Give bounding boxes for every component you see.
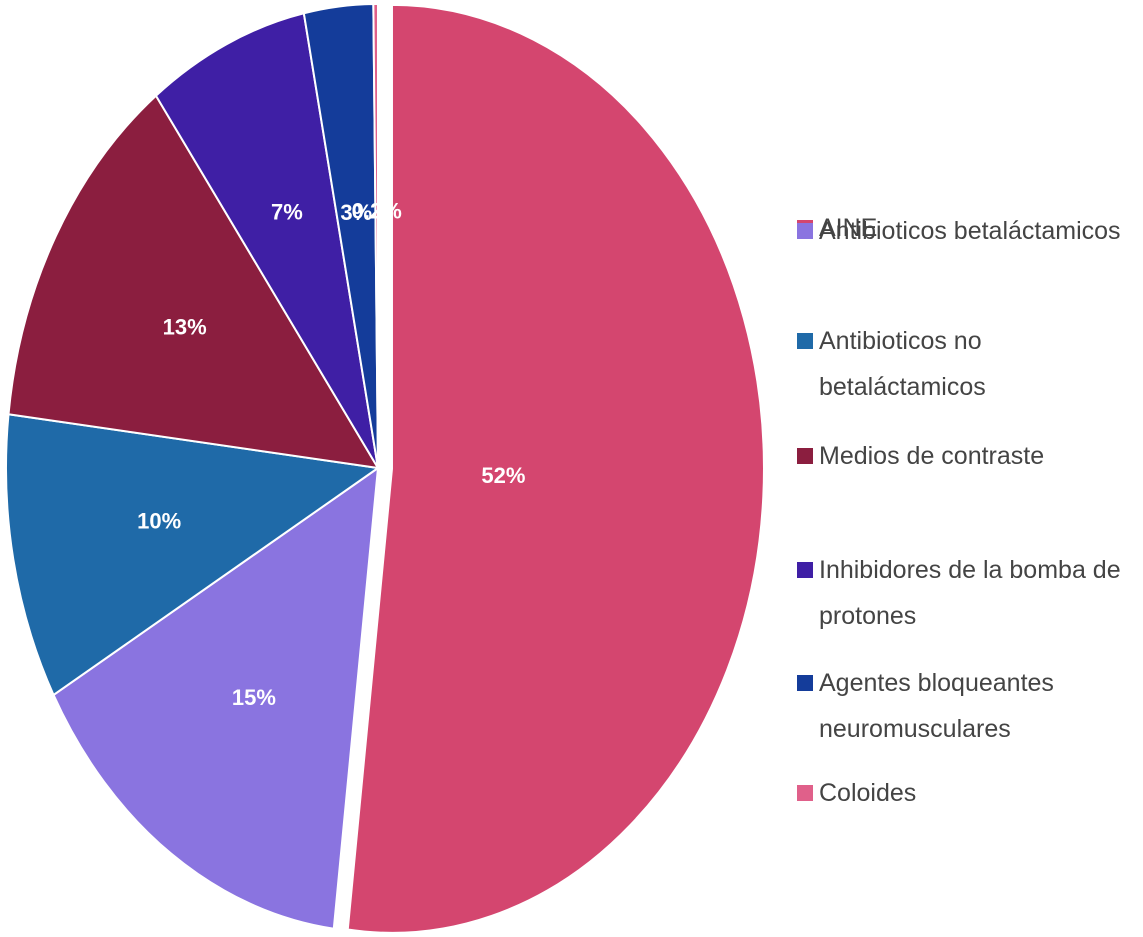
legend-entry: Inhibidores de la bomba de protones [797, 547, 1137, 639]
legend-entry: Coloides [797, 770, 1137, 816]
legend-entry: Antibioticos no betaláctamicos [797, 318, 1137, 410]
legend-swatch [797, 675, 813, 691]
legend-entry: Agentes bloqueantes neuromusculares [797, 660, 1137, 752]
legend-swatch [797, 223, 813, 239]
legend-swatch [797, 562, 813, 578]
legend-label: Inhibidores de la bomba de protones [819, 556, 1121, 630]
data-label: 52% [481, 463, 525, 488]
pie-slice [154, 12, 379, 469]
legend-label: Coloides [819, 779, 917, 807]
legend-swatch [797, 785, 813, 801]
legend-label: Antibioticos betaláctamicos [819, 217, 1121, 245]
legend-label: Antibioticos no betaláctamicos [819, 327, 986, 401]
pie-slice [5, 413, 381, 697]
legend-label: Agentes bloqueantes neuromusculares [819, 669, 1054, 743]
data-label: 13% [163, 315, 207, 340]
data-label: 10% [137, 508, 181, 533]
pie-slice [7, 94, 380, 470]
data-label: 7% [271, 200, 303, 225]
legend-swatch [797, 333, 813, 349]
data-label: 15% [232, 685, 276, 710]
pie-slice [52, 465, 380, 930]
data-label: 0.2% [352, 199, 402, 224]
pie-slice [372, 2, 379, 469]
data-label: 3% [340, 200, 372, 225]
legend-label: AINE [819, 214, 878, 242]
pie-slice [346, 3, 765, 934]
legend-swatch [797, 448, 813, 464]
legend-entry: Antibioticos betaláctamicos [797, 208, 1137, 254]
legend-entry: Medios de contraste [797, 433, 1137, 479]
legend-label: Medios de contraste [819, 442, 1045, 470]
